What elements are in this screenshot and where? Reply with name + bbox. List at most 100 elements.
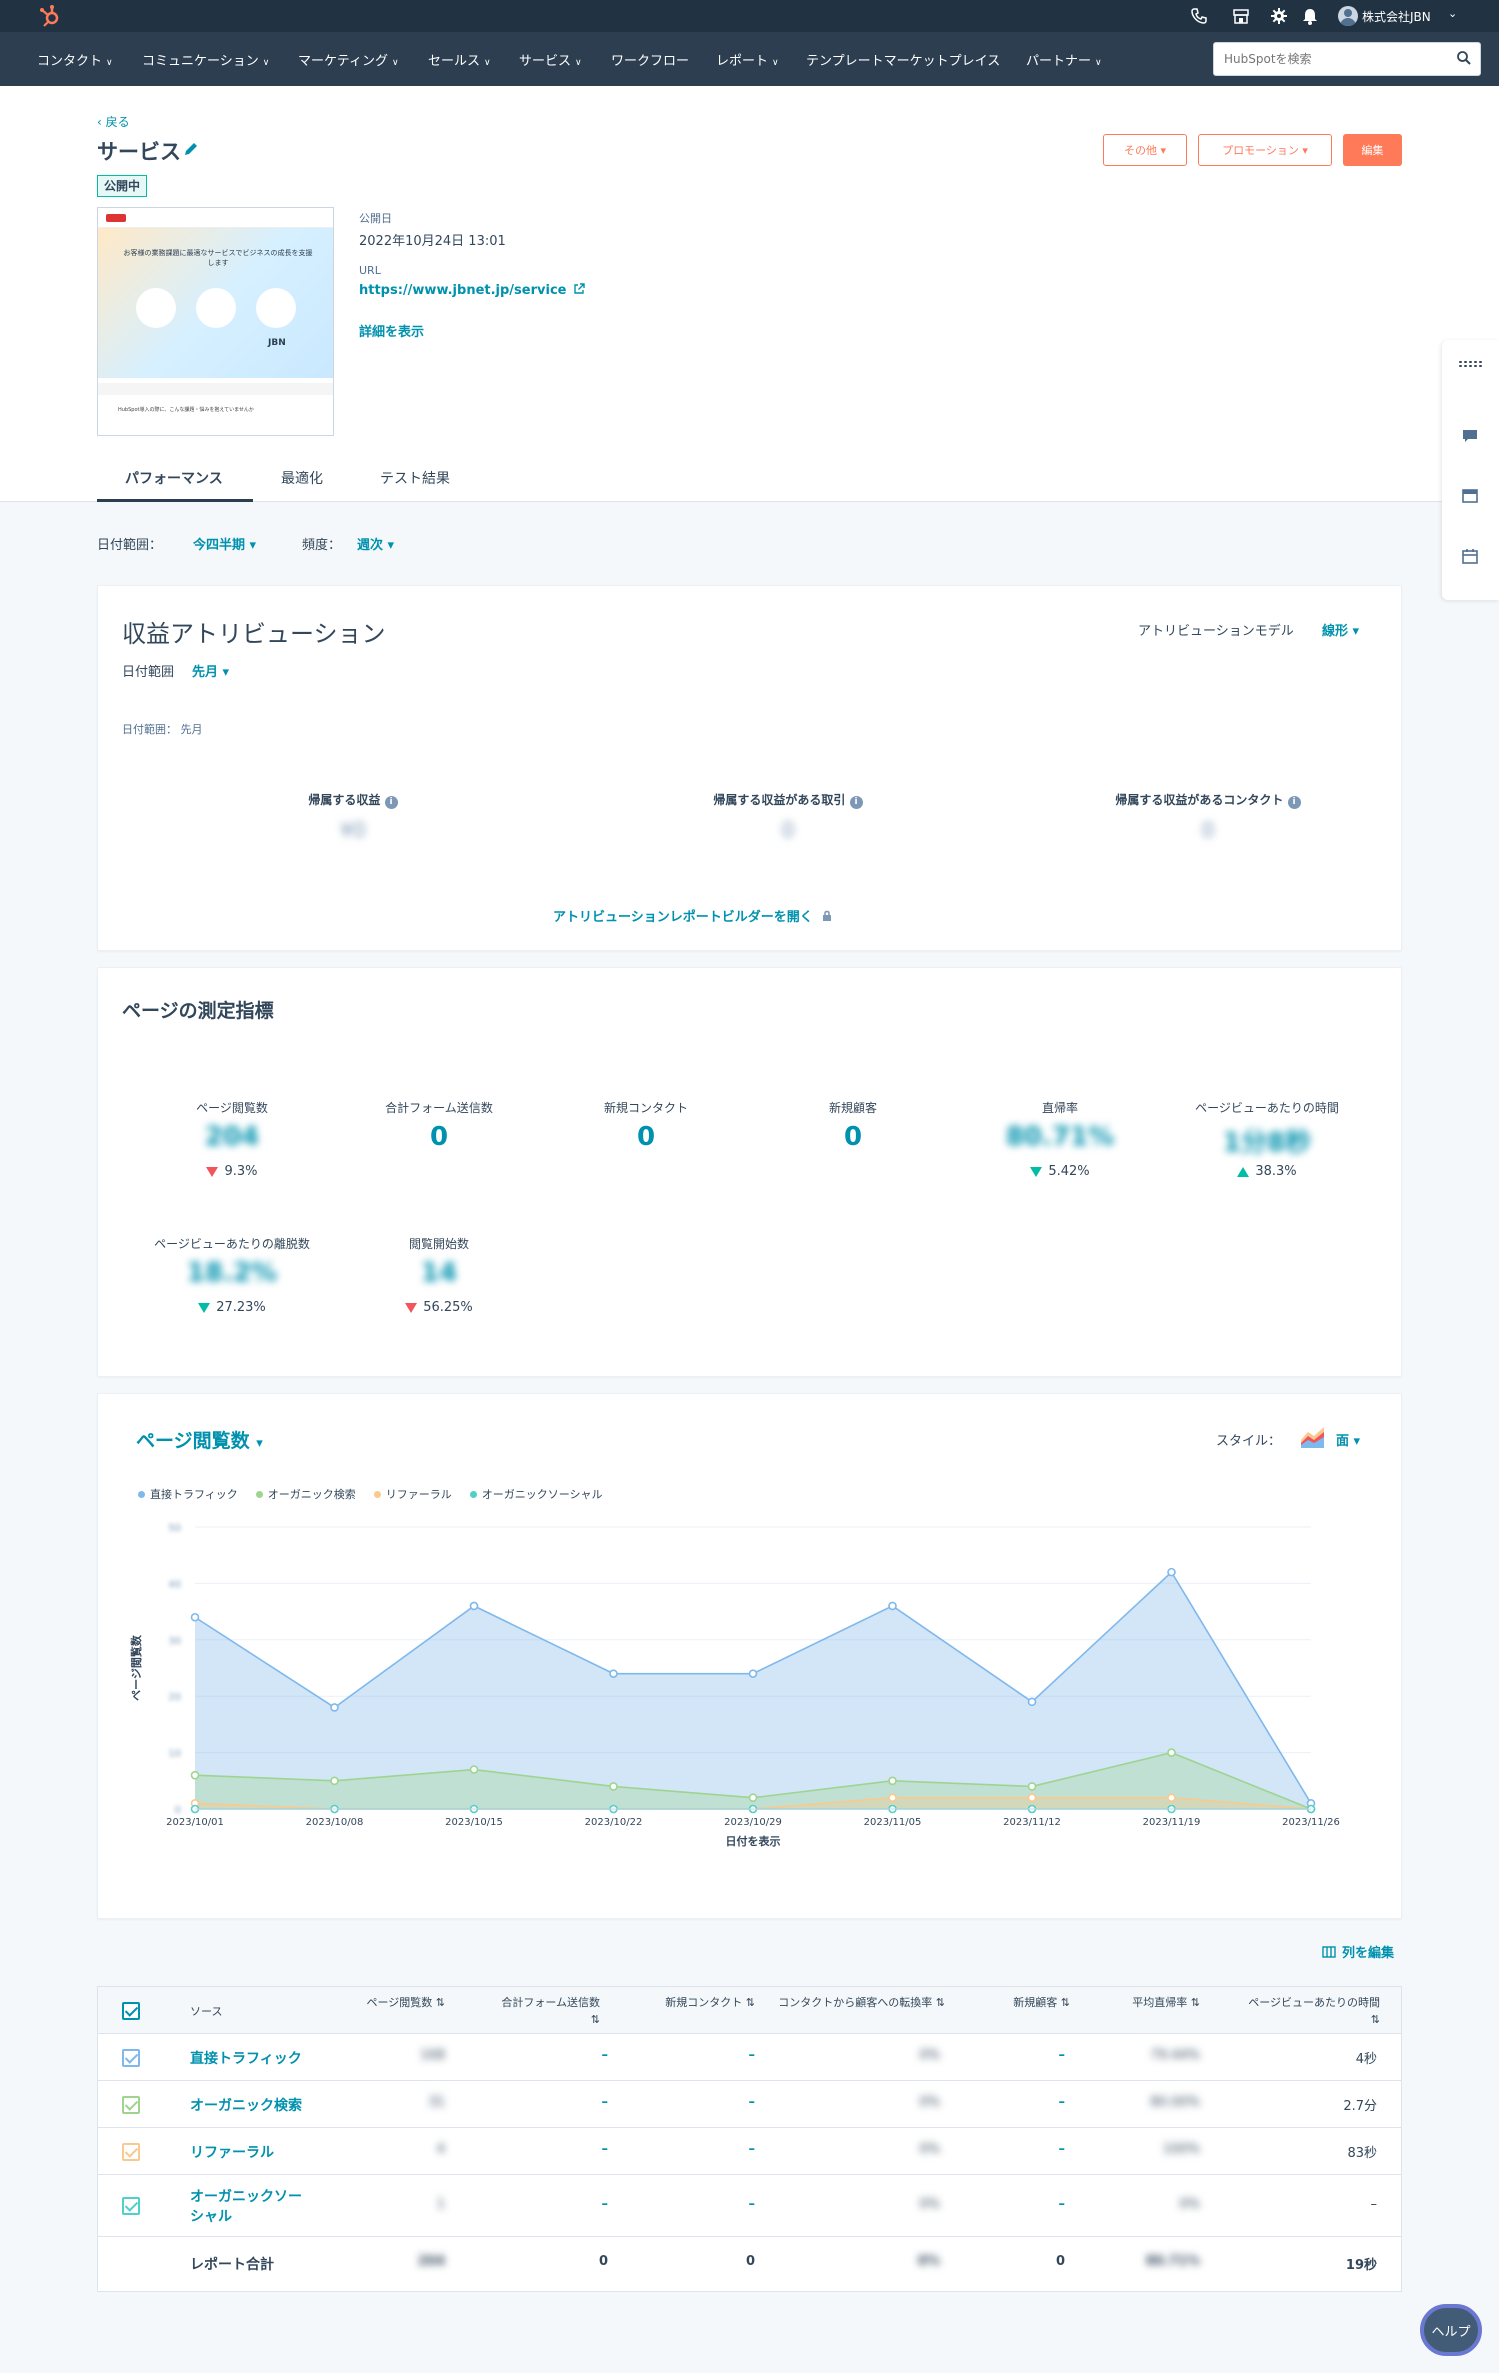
nav-item-contacts[interactable]: コンタクト ∨ bbox=[37, 54, 113, 69]
top-bar: 株式会社JBN ⌄ bbox=[0, 0, 1499, 32]
page-url-link[interactable]: https://www.jbnet.jp/service bbox=[359, 283, 585, 298]
x-tick-label: 2023/10/29 bbox=[724, 1817, 782, 1828]
sources-table bbox=[97, 1986, 1402, 2292]
total-row-label: レポート合計 bbox=[190, 2257, 274, 2273]
cell-page-views: 1 bbox=[436, 2197, 445, 2212]
source-link-organic-social[interactable]: オーガニックソーシャル bbox=[190, 2189, 302, 2225]
legend-item[interactable]: オーガニック検索 bbox=[255, 1486, 356, 1502]
attribution-model-dropdown[interactable]: 線形 ▾ bbox=[1322, 624, 1360, 639]
tab-optimization[interactable]: 最適化 bbox=[281, 471, 323, 487]
column-header-bounce-rate[interactable]: 平均直帰率 ⇅ bbox=[1132, 1996, 1200, 2009]
chart-legend: 直接トラフィック オーガニック検索 リファーラル オーガニックソーシャル bbox=[138, 1486, 603, 1502]
cell-bounce-rate: 80.00% bbox=[1150, 2095, 1200, 2110]
legend-item[interactable]: 直接トラフィック bbox=[138, 1486, 238, 1502]
avatar[interactable] bbox=[1338, 6, 1358, 26]
y-tick-label: 20 bbox=[168, 1692, 181, 1703]
attribution-report-builder-link[interactable]: アトリビューションレポートビルダーを開く bbox=[553, 906, 833, 925]
page-views-chart-card: ページ閲覧数 ▾ スタイル： 面 ▾ 直接トラフィック オーガニック検索 リファ… bbox=[97, 1393, 1402, 1919]
nav-item-marketing[interactable]: マーケティング ∨ bbox=[298, 54, 399, 69]
x-tick-label: 2023/10/08 bbox=[306, 1817, 364, 1828]
search-icon[interactable] bbox=[1456, 50, 1472, 66]
revenue-attribution-card: 収益アトリビューション アトリビューションモデル 線形 ▾ 日付範囲 先月 ▾ … bbox=[97, 585, 1402, 951]
attribution-date-dropdown[interactable]: 先月 ▾ bbox=[192, 665, 230, 680]
metric-label: 合計フォーム送信数 bbox=[385, 1101, 493, 1115]
cell-conversion-rate: 0% bbox=[919, 2095, 940, 2110]
nav-item-service[interactable]: サービス ∨ bbox=[519, 54, 582, 69]
nav-item-partners[interactable]: パートナー ∨ bbox=[1026, 54, 1102, 69]
column-header-source[interactable]: ソース bbox=[190, 2005, 223, 2018]
window-icon[interactable] bbox=[1462, 488, 1478, 504]
data-point bbox=[1167, 1793, 1176, 1803]
legend-item[interactable]: リファーラル bbox=[373, 1486, 452, 1502]
legend-item[interactable]: オーガニックソーシャル bbox=[469, 1486, 603, 1502]
cell-new-customers: – bbox=[1058, 2142, 1066, 2157]
search-input[interactable] bbox=[1214, 43, 1434, 75]
back-link[interactable]: ‹ 戻る bbox=[97, 115, 130, 129]
chart-metric-dropdown[interactable]: ページ閲覧数 ▾ bbox=[136, 1430, 263, 1452]
cell-form-submissions: – bbox=[601, 2197, 609, 2212]
marketplace-icon[interactable] bbox=[1232, 7, 1250, 25]
row-checkbox[interactable] bbox=[122, 2197, 140, 2215]
source-link-organic-search[interactable]: オーガニック検索 bbox=[190, 2098, 302, 2114]
apps-grid-icon[interactable] bbox=[1458, 360, 1482, 368]
chart-style-dropdown[interactable]: 面 ▾ bbox=[1336, 1434, 1361, 1449]
account-chevron-down-icon[interactable]: ⌄ bbox=[1448, 7, 1458, 20]
attributed-revenue-value: ¥0 bbox=[340, 818, 366, 842]
details-link[interactable]: 詳細を表示 bbox=[359, 325, 425, 340]
chat-icon[interactable] bbox=[1462, 428, 1478, 444]
metric-value: 0 bbox=[843, 1122, 863, 1152]
hubspot-logo-icon[interactable] bbox=[38, 4, 62, 28]
date-range-dropdown[interactable]: 今四半期 ▾ bbox=[193, 538, 257, 553]
calendar-icon[interactable] bbox=[1462, 548, 1478, 564]
edit-button[interactable]: 編集 bbox=[1343, 134, 1402, 166]
global-search[interactable] bbox=[1213, 42, 1481, 76]
promotion-button[interactable]: プロモーション ▾ bbox=[1198, 134, 1332, 166]
edit-columns-link[interactable]: 列を編集 bbox=[1322, 1942, 1394, 1961]
edit-pencil-icon[interactable] bbox=[183, 141, 199, 157]
data-point bbox=[469, 1765, 479, 1774]
data-point bbox=[748, 1793, 758, 1803]
column-header-new-contacts[interactable]: 新規コンタクト ⇅ bbox=[665, 1996, 755, 2009]
nav-item-workflow[interactable]: ワークフロー bbox=[611, 54, 690, 69]
cell-page-views: 31 bbox=[428, 2095, 445, 2110]
other-button[interactable]: その他 ▾ bbox=[1103, 134, 1187, 166]
phone-icon[interactable] bbox=[1190, 7, 1208, 25]
active-tab-indicator bbox=[97, 499, 253, 502]
notification-bell-icon[interactable] bbox=[1302, 7, 1318, 25]
tab-performance[interactable]: パフォーマンス bbox=[125, 471, 223, 487]
select-all-checkbox[interactable] bbox=[122, 2002, 140, 2020]
total-bounce-rate: 80.71% bbox=[1145, 2254, 1200, 2269]
data-point bbox=[888, 1793, 897, 1803]
data-point bbox=[1027, 1782, 1037, 1791]
tab-test-results[interactable]: テスト結果 bbox=[380, 471, 450, 487]
frequency-dropdown[interactable]: 週次 ▾ bbox=[357, 538, 395, 553]
page-thumbnail[interactable]: お客様の業務課題に最適なサービスでビジネスの成長を支援します JBN HubSp… bbox=[97, 207, 334, 436]
metric-change: 9.3% bbox=[132, 1164, 332, 1179]
account-name[interactable]: 株式会社JBN bbox=[1362, 10, 1431, 24]
row-checkbox[interactable] bbox=[122, 2049, 140, 2067]
column-header-time-per-view[interactable]: ページビューあたりの時間 ⇅ bbox=[1248, 1996, 1380, 2026]
gear-icon[interactable] bbox=[1270, 7, 1288, 25]
attribution-date-label: 日付範囲 bbox=[122, 665, 175, 680]
nav-item-communication[interactable]: コミュニケーション ∨ bbox=[142, 54, 270, 69]
column-header-form-submissions[interactable]: 合計フォーム送信数 ⇅ bbox=[501, 1996, 600, 2026]
area-chart-style-icon[interactable] bbox=[1300, 1426, 1326, 1450]
column-header-new-customers[interactable]: 新規顧客 ⇅ bbox=[1013, 1996, 1070, 2009]
attributed-contacts-label: 帰属する収益があるコンタクト i bbox=[1058, 791, 1358, 809]
column-header-page-views[interactable]: ページ閲覧数 ⇅ bbox=[366, 1996, 446, 2009]
source-link-referrals[interactable]: リファーラル bbox=[190, 2145, 274, 2161]
nav-item-template-marketplace[interactable]: テンプレートマーケットプレイス bbox=[806, 54, 1001, 69]
row-checkbox[interactable] bbox=[122, 2143, 140, 2161]
column-header-conversion-rate[interactable]: コンタクトから顧客への転換率 ⇅ bbox=[778, 1996, 945, 2009]
help-button[interactable]: ヘルプ bbox=[1420, 2304, 1482, 2356]
total-form-submissions: 0 bbox=[598, 2254, 608, 2269]
cell-form-submissions: – bbox=[601, 2048, 609, 2063]
source-link-direct[interactable]: 直接トラフィック bbox=[190, 2051, 302, 2067]
row-checkbox[interactable] bbox=[122, 2096, 140, 2114]
total-page-views: 204 bbox=[417, 2254, 445, 2269]
nav-item-reports[interactable]: レポート ∨ bbox=[716, 54, 779, 69]
data-point bbox=[888, 1601, 897, 1611]
y-tick-label: 40 bbox=[168, 1579, 181, 1590]
x-tick-label: 2023/10/01 bbox=[166, 1817, 224, 1828]
nav-item-sales[interactable]: セールス ∨ bbox=[428, 54, 491, 69]
